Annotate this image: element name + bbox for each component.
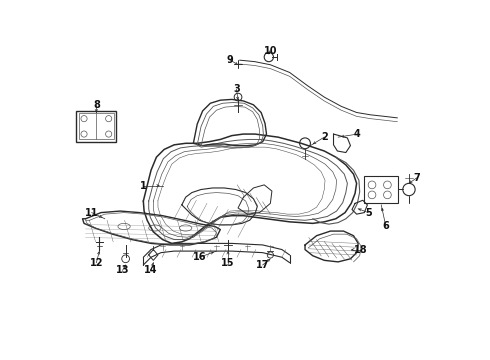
Text: 6: 6 (383, 221, 389, 231)
Text: 8: 8 (93, 100, 100, 110)
Text: 13: 13 (116, 265, 129, 275)
Text: 9: 9 (227, 55, 234, 65)
Text: 12: 12 (90, 258, 103, 267)
Text: 5: 5 (365, 208, 371, 217)
Text: 14: 14 (144, 265, 158, 275)
Text: 2: 2 (321, 132, 328, 142)
Text: 1: 1 (140, 181, 147, 191)
Text: 4: 4 (354, 129, 361, 139)
Text: 10: 10 (264, 46, 277, 56)
Text: 17: 17 (256, 260, 270, 270)
Text: 15: 15 (221, 258, 235, 267)
Text: 7: 7 (413, 173, 420, 183)
Text: 3: 3 (233, 84, 240, 94)
Text: 11: 11 (85, 208, 98, 217)
Text: 16: 16 (193, 252, 206, 262)
Text: 18: 18 (354, 244, 368, 255)
